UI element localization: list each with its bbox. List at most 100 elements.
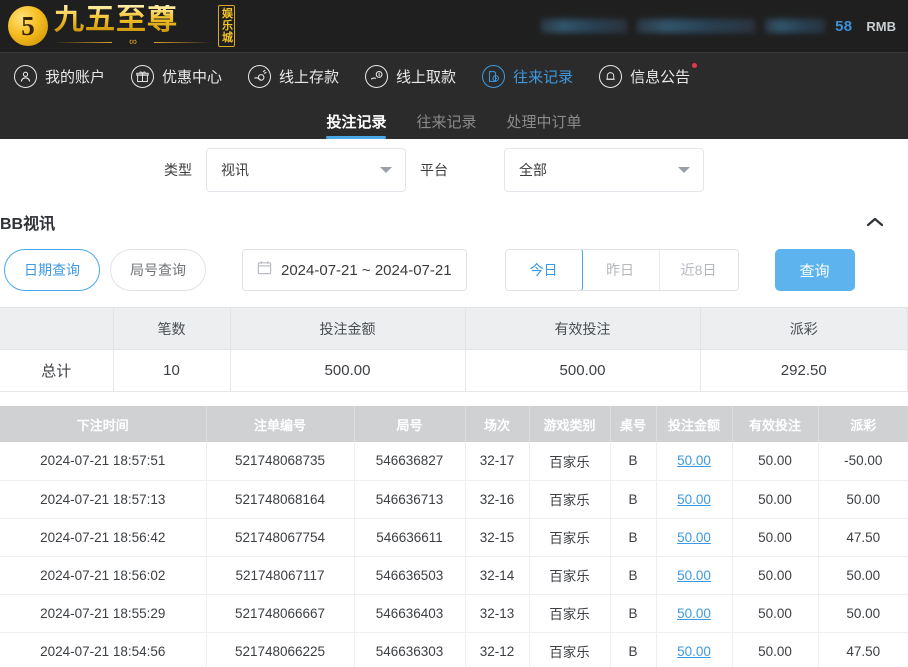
platform-select[interactable]: 全部 (504, 148, 704, 192)
bet-amount-link[interactable]: 50.00 (656, 442, 733, 481)
bet-amount-link[interactable]: 50.00 (656, 594, 733, 633)
bet-amount-link-text[interactable]: 50.00 (677, 491, 711, 507)
logo-flourish-ornament: ∞ (54, 37, 212, 48)
date-range-picker[interactable]: 2024-07-21 ~ 2024-07-21 (242, 249, 467, 291)
col-header-table-no: 桌号 (610, 406, 657, 442)
summary-total-count: 10 (113, 349, 231, 392)
nav-label-deposit: 线上存款 (279, 68, 340, 86)
summary-header-valid-bet: 有效投注 (465, 307, 701, 350)
chevron-down-icon (678, 167, 690, 173)
query-mode-round-button[interactable]: 局号查询 (110, 249, 206, 291)
bet-amount-link-text[interactable]: 50.00 (677, 453, 711, 469)
query-controls: 日期查询 局号查询 2024-07-21 ~ 2024-07-21 今日 昨日 … (4, 243, 908, 307)
valid-bet-cell: 50.00 (732, 442, 819, 481)
bet-amount-link-text[interactable]: 50.00 (677, 567, 711, 583)
redacted-username-chip (541, 19, 628, 33)
nav-item-promotions[interactable]: 优惠中心 (131, 64, 223, 88)
table-no-cell: B (610, 518, 657, 557)
summary-header-row: 笔数 投注金额 有效投注 派彩 (0, 307, 908, 350)
col-header-payout: 派彩 (818, 406, 908, 442)
summary-header-count: 笔数 (113, 307, 231, 350)
search-button[interactable]: 查询 (774, 249, 855, 291)
order-no-cell: 521748068735 (206, 442, 355, 481)
table-row: 2024-07-21 18:55:29 521748066667 546636403… (0, 594, 908, 633)
col-header-round-no: 局号 (354, 406, 466, 442)
bet-amount-link-text[interactable]: 50.00 (677, 605, 711, 621)
chevron-up-icon[interactable] (862, 209, 888, 235)
records-table-body: 2024-07-21 18:57:51 521748068735 546636827… (0, 442, 908, 667)
round-no-cell: 546636503 (354, 556, 466, 595)
filter-row: 类型 视讯 平台 全部 (0, 139, 908, 201)
bet-amount-link[interactable]: 50.00 (656, 480, 733, 519)
quick-last8days-button[interactable]: 近8日 (659, 250, 738, 290)
main-navigation: 我的账户 优惠中心 线上存款 $ 线上取款 往来记录 信息公告 (0, 52, 908, 99)
payout-cell: 50.00 (818, 556, 908, 595)
nav-item-my-account[interactable]: 我的账户 (14, 64, 106, 88)
nav-label-my-account: 我的账户 (45, 68, 106, 86)
site-logo[interactable]: 5 九五至尊 ∞ 娱乐城 (0, 0, 235, 52)
tab-pending-orders[interactable]: 处理中订单 (506, 114, 582, 131)
bet-time-cell: 2024-07-21 18:54:56 (0, 632, 207, 667)
game-type-cell: 百家乐 (529, 480, 611, 519)
tab-transaction-records[interactable]: 往来记录 (416, 114, 477, 131)
bet-amount-link[interactable]: 50.00 (656, 556, 733, 595)
calendar-icon (257, 260, 272, 280)
records-header-row: 下注时间 注单编号 局号 场次 游戏类别 桌号 投注金额 有效投注 派彩 (0, 406, 908, 442)
game-type-cell: 百家乐 (529, 556, 611, 595)
nav-item-records[interactable]: 往来记录 (482, 64, 573, 88)
game-type-cell: 百家乐 (529, 518, 611, 557)
records-icon (482, 64, 506, 88)
session-cell: 32-15 (465, 518, 530, 557)
tab-bet-records[interactable]: 投注记录 (326, 111, 387, 139)
table-no-cell: B (610, 632, 657, 667)
bet-amount-link[interactable]: 50.00 (656, 632, 733, 667)
svg-text:$: $ (377, 72, 380, 78)
quick-today-button[interactable]: 今日 (505, 250, 583, 290)
summary-header-blank (0, 307, 114, 350)
summary-total-row: 总计 10 500.00 500.00 292.50 (0, 349, 908, 392)
bet-time-cell: 2024-07-21 18:55:29 (0, 594, 207, 633)
col-header-bet-time: 下注时间 (0, 406, 207, 442)
balance-currency: RMB (866, 18, 896, 34)
type-filter-label: 类型 (164, 162, 192, 178)
bet-time-cell: 2024-07-21 18:57:13 (0, 480, 207, 519)
nav-item-announcements[interactable]: 信息公告 (599, 62, 698, 88)
session-cell: 32-12 (465, 632, 530, 667)
nav-item-withdraw[interactable]: $ 线上取款 (365, 64, 457, 88)
order-no-cell: 521748067754 (206, 518, 355, 557)
bet-amount-link[interactable]: 50.00 (656, 518, 733, 557)
nav-label-withdraw: 线上取款 (396, 68, 457, 86)
page-title: BB视讯 (0, 216, 56, 233)
nav-label-promotions: 优惠中心 (162, 68, 223, 86)
col-header-game-type: 游戏类别 (529, 406, 611, 442)
session-cell: 32-14 (465, 556, 530, 595)
round-no-cell: 546636713 (354, 480, 466, 519)
round-no-cell: 546636611 (354, 518, 466, 557)
bet-amount-link-text[interactable]: 50.00 (677, 643, 711, 659)
table-row: 2024-07-21 18:54:56 521748066225 546636303… (0, 632, 908, 667)
payout-cell: 47.50 (818, 632, 908, 667)
round-no-cell: 546636827 (354, 442, 466, 481)
summary-total-payout: 292.50 (700, 349, 908, 392)
order-no-cell: 521748066667 (206, 594, 355, 633)
summary-total-valid-bet: 500.00 (465, 349, 701, 392)
col-header-bet-amount: 投注金额 (656, 406, 733, 442)
payout-cell: 50.00 (818, 594, 908, 633)
round-no-cell: 546636403 (354, 594, 466, 633)
deposit-hand-icon (248, 64, 272, 88)
sub-tab-bar: 投注记录 往来记录 处理中订单 (0, 99, 908, 139)
quick-yesterday-button[interactable]: 昨日 (581, 250, 660, 290)
logo-text-block: 九五至尊 ∞ (54, 2, 212, 48)
round-no-cell: 546636303 (354, 632, 466, 667)
order-no-cell: 521748066225 (206, 632, 355, 667)
query-mode-date-button[interactable]: 日期查询 (4, 249, 100, 291)
type-select[interactable]: 视讯 (206, 148, 406, 192)
quick-date-segment: 今日 昨日 近8日 (504, 249, 739, 291)
bet-amount-link-text[interactable]: 50.00 (677, 529, 711, 545)
gift-icon (131, 64, 155, 88)
redacted-balance-label-chip (765, 19, 826, 33)
type-select-value: 视讯 (221, 162, 249, 178)
redacted-info-chip (637, 19, 756, 33)
logo-brand-name: 九五至尊 (54, 2, 178, 37)
nav-item-deposit[interactable]: 线上存款 (248, 64, 340, 88)
